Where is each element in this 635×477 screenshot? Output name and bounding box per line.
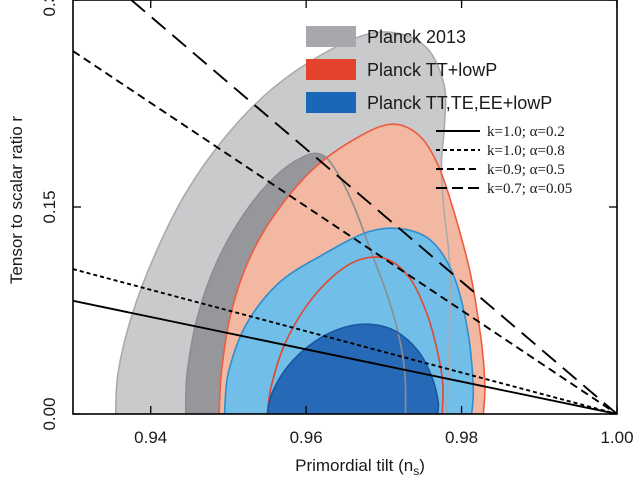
legend-line-label-3: k=0.9; α=0.5 (487, 162, 565, 178)
y-tick-label: 0.00 (40, 397, 59, 430)
y-tick-label: 0.30 (40, 0, 59, 17)
contour-layer (114, 31, 486, 414)
line-layer (73, 0, 617, 414)
x-axis-title-subscript: s (413, 464, 419, 477)
legend-label-planck-tt-lowp: Planck TT+lowP (367, 60, 497, 80)
x-tick-label: 0.96 (290, 428, 323, 447)
contour-planck-tt-lowp-68-outline (266, 256, 444, 414)
model-line-1 (73, 299, 617, 414)
y-axis-title: Tensor to scalar ratio r (7, 116, 26, 285)
y-tick-label: 0.15 (40, 190, 59, 223)
legend-label-planck-tt-te-ee-lowp: Planck TT,TE,EE+lowP (367, 93, 552, 113)
legend-line-label-4: k=0.7; α=0.05 (487, 181, 572, 197)
x-axis-title-close: ) (419, 456, 425, 475)
x-axis-title: Primordial tilt (ns) (295, 456, 425, 477)
contour-planck-tt-te-ee-lowp-68-outline (266, 323, 440, 414)
contour-planck-tt-te-ee-lowp-95-outline (223, 227, 475, 414)
legend-swatch-planck-tt-lowp (306, 59, 356, 80)
tick-layer: 0.94 0.96 0.98 1.00 0.00 0.15 0.30 (40, 0, 634, 447)
x-tick-label: 0.98 (445, 428, 478, 447)
contour-planck-2013-68-outline (184, 152, 407, 414)
contour-planck-2013-95-outline (114, 31, 452, 414)
legend-swatch-planck-tt-te-ee-lowp (306, 92, 356, 113)
legend-label-planck-2013: Planck 2013 (367, 27, 466, 47)
contour-legend: Planck 2013 Planck TT+lowP Planck TT,TE,EE… (306, 26, 552, 113)
contour-planck-tt-te-ee-lowp-68-fill (267, 324, 439, 414)
legend-line-label-2: k=1.0; α=0.8 (487, 143, 565, 159)
legend-line-label-1: k=1.0; α=0.2 (487, 124, 565, 140)
x-tick-label: 1.00 (600, 428, 633, 447)
contour-planck-tt-lowp-95-outline (218, 123, 486, 414)
legend-swatch-planck-2013 (306, 26, 356, 47)
x-tick-label: 0.94 (134, 428, 167, 447)
model-line-3 (73, 50, 617, 414)
model-line-2 (73, 268, 617, 414)
line-legend: k=1.0; α=0.2 k=1.0; α=0.8 k=0.9; α=0.5 k=0.… (436, 124, 572, 197)
